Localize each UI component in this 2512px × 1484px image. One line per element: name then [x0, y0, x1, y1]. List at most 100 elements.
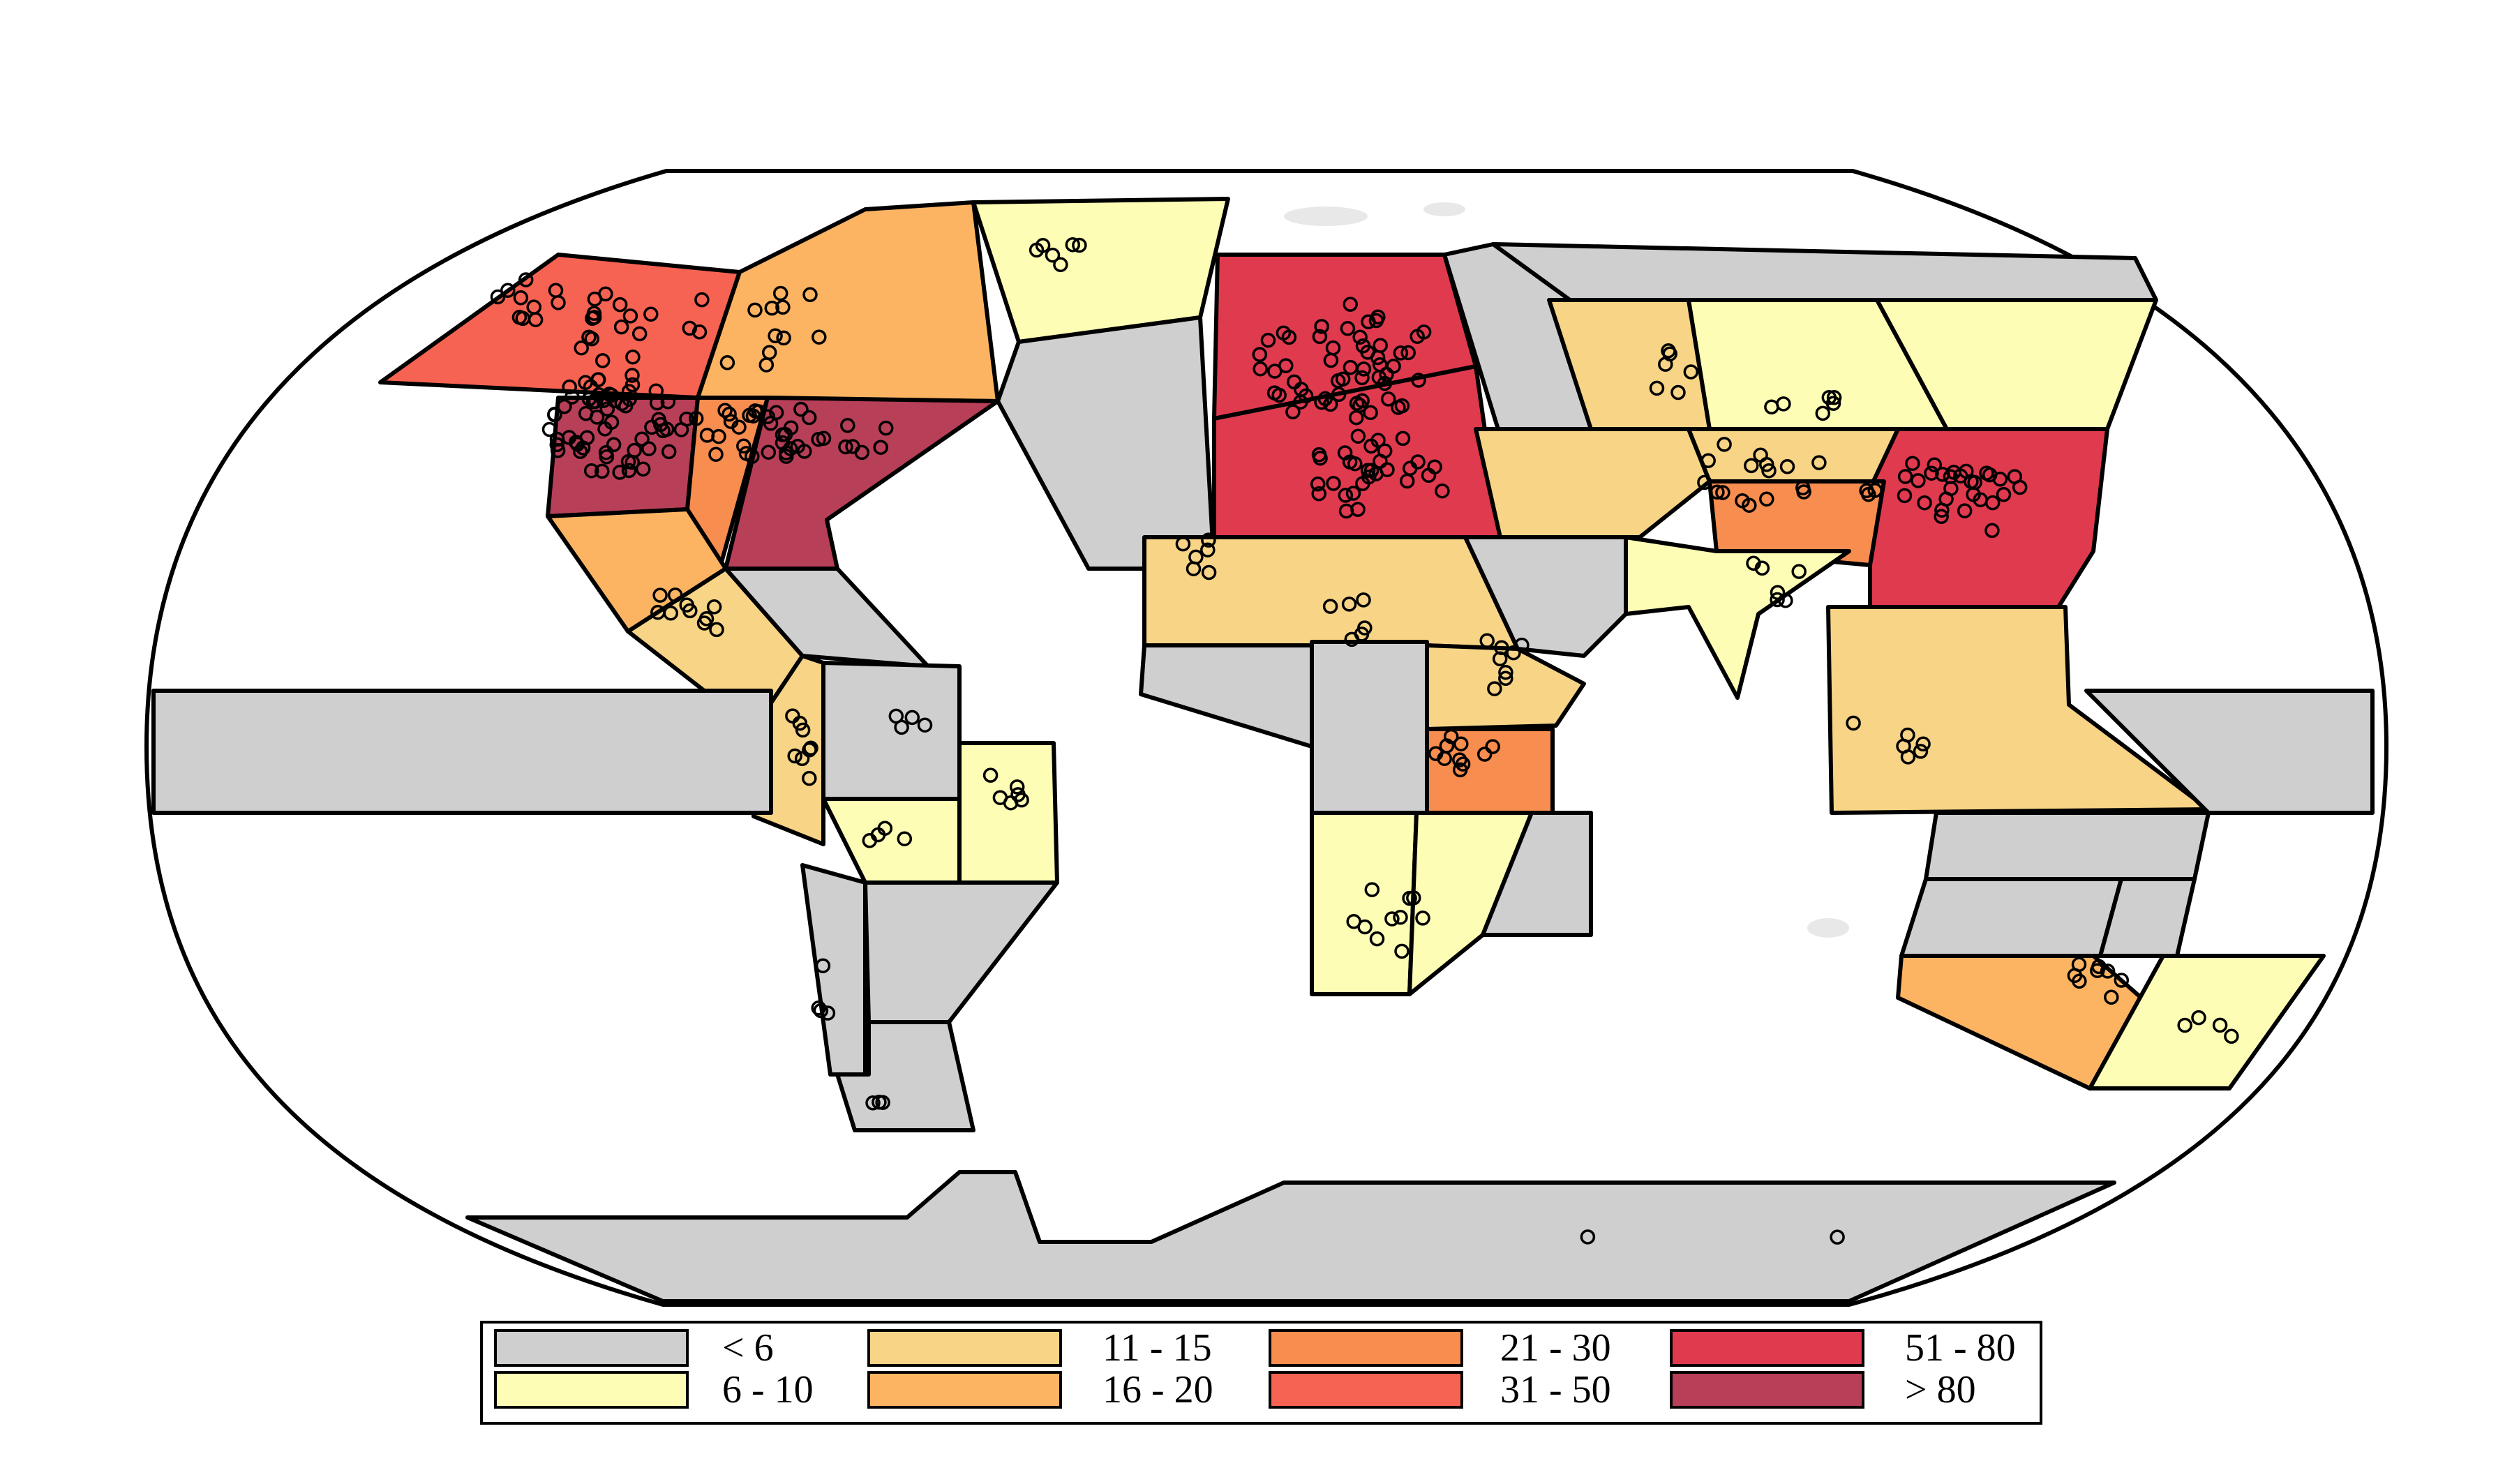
region-southeast-asia	[1826, 605, 2211, 815]
station-marker-99	[751, 404, 766, 419]
station-marker-311	[1764, 399, 1779, 415]
station-marker-368	[1846, 715, 1861, 731]
region-india	[1624, 535, 1851, 700]
station-marker-207	[1267, 363, 1283, 379]
legend-label-5: 31 - 50	[1500, 1368, 1611, 1411]
station-marker-383	[2212, 1017, 2228, 1033]
region-south-asia-north	[1707, 479, 1886, 567]
station-marker-55	[612, 465, 627, 480]
station-marker-376	[2104, 989, 2119, 1005]
station-marker-186	[1253, 361, 1268, 377]
station-marker-214	[1361, 314, 1376, 329]
station-marker-188	[1314, 319, 1329, 334]
region-pacific-east	[151, 689, 773, 815]
station-marker-139	[1045, 247, 1061, 263]
station-marker-357	[1943, 481, 1959, 496]
station-marker-271	[1322, 599, 1338, 614]
station-marker-87	[708, 447, 724, 462]
station-marker-225	[1391, 400, 1406, 415]
station-marker-273	[1344, 631, 1360, 647]
station-marker-13	[660, 394, 676, 410]
legend-label-7: > 80	[1905, 1368, 1976, 1411]
station-marker-258	[1350, 502, 1366, 517]
station-marker-298	[1393, 909, 1408, 925]
station-marker-272	[1356, 592, 1371, 608]
station-marker-70	[736, 438, 752, 454]
station-marker-352	[1897, 488, 1913, 504]
station-marker-254	[1311, 447, 1327, 463]
station-marker-317	[1700, 453, 1716, 468]
station-marker-187	[1411, 373, 1426, 388]
station-marker-162	[802, 742, 817, 758]
station-marker-50	[557, 398, 572, 414]
station-marker-32	[598, 444, 614, 460]
station-marker-316	[1735, 493, 1750, 509]
station-marker-201	[1379, 366, 1394, 382]
station-marker-264	[1200, 542, 1216, 557]
station-marker-323	[1796, 484, 1811, 500]
station-marker-348	[1905, 456, 1920, 471]
station-marker-150	[679, 597, 694, 613]
station-marker-315	[1744, 458, 1759, 474]
station-marker-339	[1927, 457, 1943, 473]
legend-swatch-0	[494, 1329, 689, 1367]
region-canada-east	[996, 315, 1216, 571]
station-marker-231	[1354, 393, 1370, 409]
legend-label-6: 51 - 80	[1905, 1326, 2016, 1370]
station-marker-52	[634, 431, 650, 447]
station-marker-294	[1394, 943, 1410, 959]
station-marker-63	[722, 406, 737, 422]
station-marker-82	[793, 401, 809, 417]
station-marker-146	[667, 587, 683, 603]
station-marker-8	[621, 463, 637, 479]
station-marker-367	[1746, 555, 1761, 571]
station-marker-392	[875, 1095, 890, 1110]
station-marker-46	[595, 463, 610, 479]
station-marker-366	[1791, 564, 1807, 579]
station-marker-164	[904, 710, 920, 726]
station-marker-75	[801, 410, 817, 426]
station-marker-263	[1186, 561, 1202, 576]
station-marker-370	[1915, 736, 1931, 752]
station-marker-313	[1826, 390, 1842, 405]
station-marker-171	[1009, 779, 1025, 795]
region-southern-africa-west	[1310, 811, 1419, 996]
station-marker-19	[607, 393, 622, 409]
station-marker-129	[802, 287, 818, 303]
legend-swatch-4	[1269, 1329, 1463, 1367]
station-marker-35	[547, 406, 562, 422]
station-marker-156	[795, 722, 811, 738]
station-marker-365	[1770, 592, 1785, 608]
legend: < 6 6 - 10 11 - 15 16 - 20 21 - 30 31 - …	[480, 1321, 2042, 1425]
station-marker-288	[1452, 752, 1467, 767]
station-marker-81	[811, 431, 826, 447]
station-marker-178	[1312, 329, 1328, 345]
station-marker-60	[688, 411, 704, 426]
station-marker-166	[917, 717, 933, 733]
region-central-asia	[1474, 427, 1712, 539]
station-marker-121	[518, 272, 534, 287]
station-marker-135	[694, 292, 710, 308]
region-pacific-west	[2084, 689, 2375, 815]
station-marker-281	[1506, 645, 1521, 661]
station-marker-246	[1338, 488, 1354, 503]
station-marker-30	[606, 437, 622, 453]
station-marker-59	[625, 368, 640, 383]
station-marker-113	[612, 297, 628, 313]
station-marker-21	[622, 391, 637, 407]
station-marker-218	[1368, 313, 1384, 329]
station-marker-259	[1410, 454, 1426, 470]
station-marker-155	[794, 751, 810, 767]
station-marker-279	[1498, 664, 1513, 680]
station-marker-110	[625, 349, 641, 365]
station-marker-44	[581, 391, 597, 407]
station-marker-53	[549, 431, 565, 447]
station-marker-362	[1778, 592, 1793, 608]
station-marker-320	[1759, 491, 1774, 507]
station-marker-122	[490, 289, 506, 305]
station-marker-360	[1935, 467, 1950, 482]
station-marker-47	[652, 417, 668, 433]
station-marker-341	[1897, 469, 1913, 484]
legend-swatch-5	[1269, 1371, 1463, 1409]
legend-swatch-2	[867, 1329, 1062, 1367]
